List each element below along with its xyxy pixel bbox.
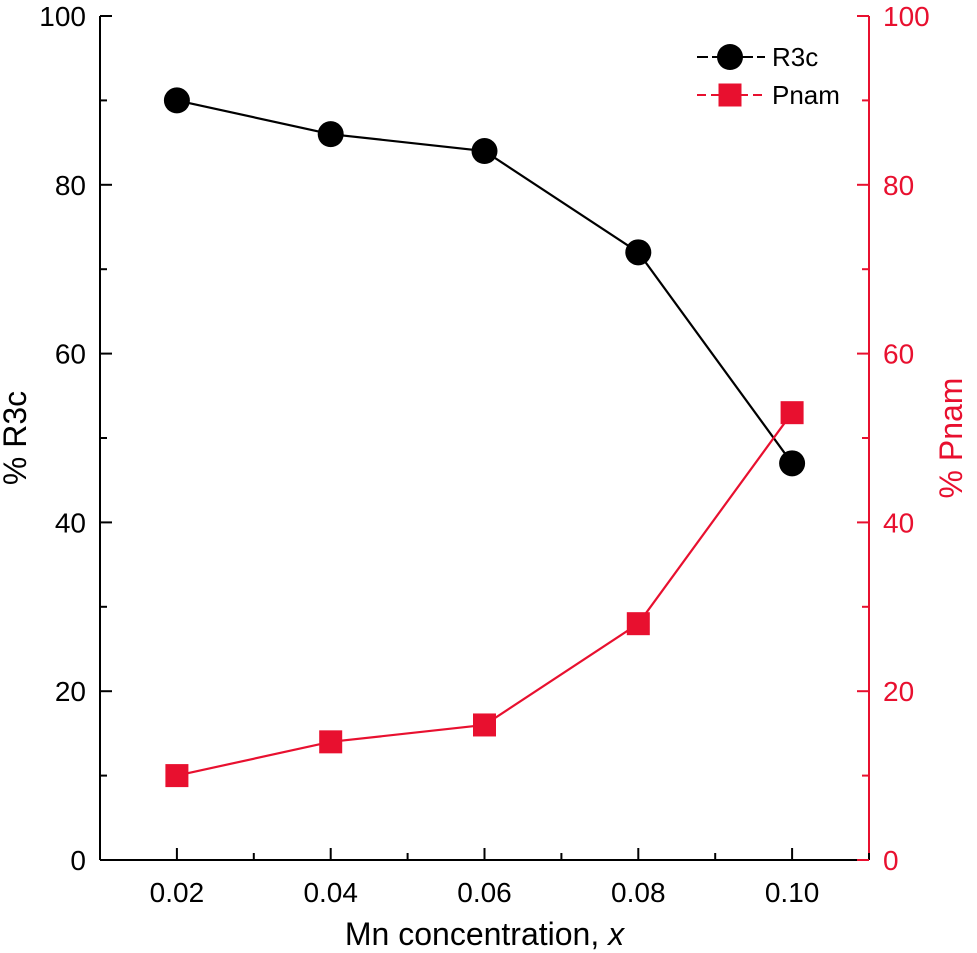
x-tick-label: 0.10	[765, 877, 820, 908]
y-left-tick-label: 60	[55, 339, 86, 370]
x-tick-label: 0.06	[457, 877, 512, 908]
data-point-r3c	[779, 450, 806, 477]
y-right-tick-label: 80	[883, 170, 914, 201]
y-left-tick-label: 20	[55, 676, 86, 707]
data-point-r3c	[471, 138, 498, 165]
data-point-r3c	[625, 239, 652, 266]
legend-label-pnam: Pnam	[772, 80, 840, 110]
data-point-pnam	[165, 764, 189, 788]
legend-marker-r3c	[717, 44, 743, 70]
data-point-pnam	[780, 401, 804, 425]
y-left-tick-label: 40	[55, 507, 86, 538]
data-point-r3c	[317, 121, 344, 148]
y-right-tick-label: 20	[883, 676, 914, 707]
y-right-tick-label: 60	[883, 339, 914, 370]
y-left-tick-label: 80	[55, 170, 86, 201]
legend: R3c Pnam	[697, 42, 840, 110]
y-left-tick-label: 0	[70, 845, 86, 876]
legend-marker-pnam	[718, 83, 742, 107]
y-right-tick-label: 0	[883, 845, 899, 876]
x-axis-title-variable: x	[606, 916, 625, 952]
x-tick-label: 0.04	[303, 877, 358, 908]
x-tick-label: 0.02	[150, 877, 205, 908]
axes: 0.02 0.04 0.06 0.08 0.10 0 0 20 20 40 40 60 60 80 80 10…	[39, 1, 929, 908]
data-point-pnam	[626, 612, 650, 636]
y-left-tick-label: 100	[39, 1, 86, 32]
y-axis-left-title: % R3c	[0, 391, 33, 485]
data-point-pnam	[473, 713, 496, 737]
x-axis-title: Mn concentration, x	[345, 916, 625, 952]
series-layer	[163, 87, 806, 788]
legend-label-r3c: R3c	[772, 42, 818, 72]
x-tick-label: 0.08	[611, 877, 666, 908]
y-right-tick-label: 40	[883, 507, 914, 538]
y-right-tick-label: 100	[883, 1, 930, 32]
y-axis-right-title: % Pnam	[933, 378, 969, 499]
data-point-r3c	[163, 87, 190, 114]
x-axis-title-main: Mn concentration,	[345, 916, 608, 952]
data-point-pnam	[319, 730, 343, 754]
